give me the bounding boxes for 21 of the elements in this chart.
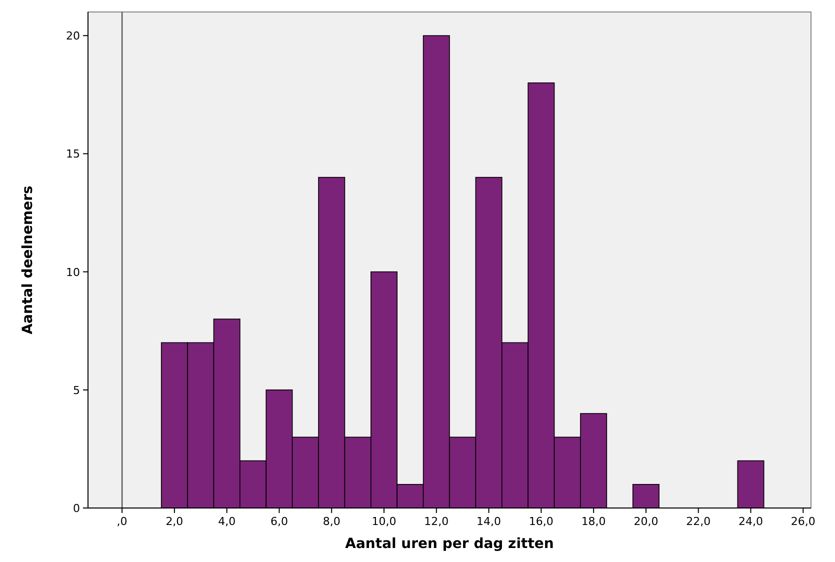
y-tick-label: 20 xyxy=(66,30,80,43)
y-tick-label: 0 xyxy=(73,502,80,515)
y-axis-title: Aantal deelnemers xyxy=(20,186,36,334)
x-tick-label: 24,0 xyxy=(738,515,763,528)
x-tick-label: 18,0 xyxy=(581,515,606,528)
x-tick-label: 16,0 xyxy=(528,515,554,528)
x-tick-label: ,0 xyxy=(116,515,128,528)
x-axis-title: Aantal uren per dag zitten xyxy=(345,536,554,552)
y-tick-label: 5 xyxy=(73,384,80,397)
x-tick-label: 14,0 xyxy=(476,515,502,528)
x-tick-label: 10,0 xyxy=(372,515,396,528)
x-tick-label: 26,0 xyxy=(790,515,816,528)
y-tick-label: 15 xyxy=(66,148,80,161)
x-tick-label: 8,0 xyxy=(322,515,340,528)
x-tick-label: 6,0 xyxy=(270,515,288,528)
x-tick-label: 2,0 xyxy=(166,515,184,528)
x-tick-label: 12,0 xyxy=(424,515,449,528)
x-tick-label: 20,0 xyxy=(634,515,658,528)
y-tick-label: 10 xyxy=(66,266,80,279)
x-tick-label: 22,0 xyxy=(686,515,711,528)
x-tick-label: 4,0 xyxy=(218,515,236,528)
